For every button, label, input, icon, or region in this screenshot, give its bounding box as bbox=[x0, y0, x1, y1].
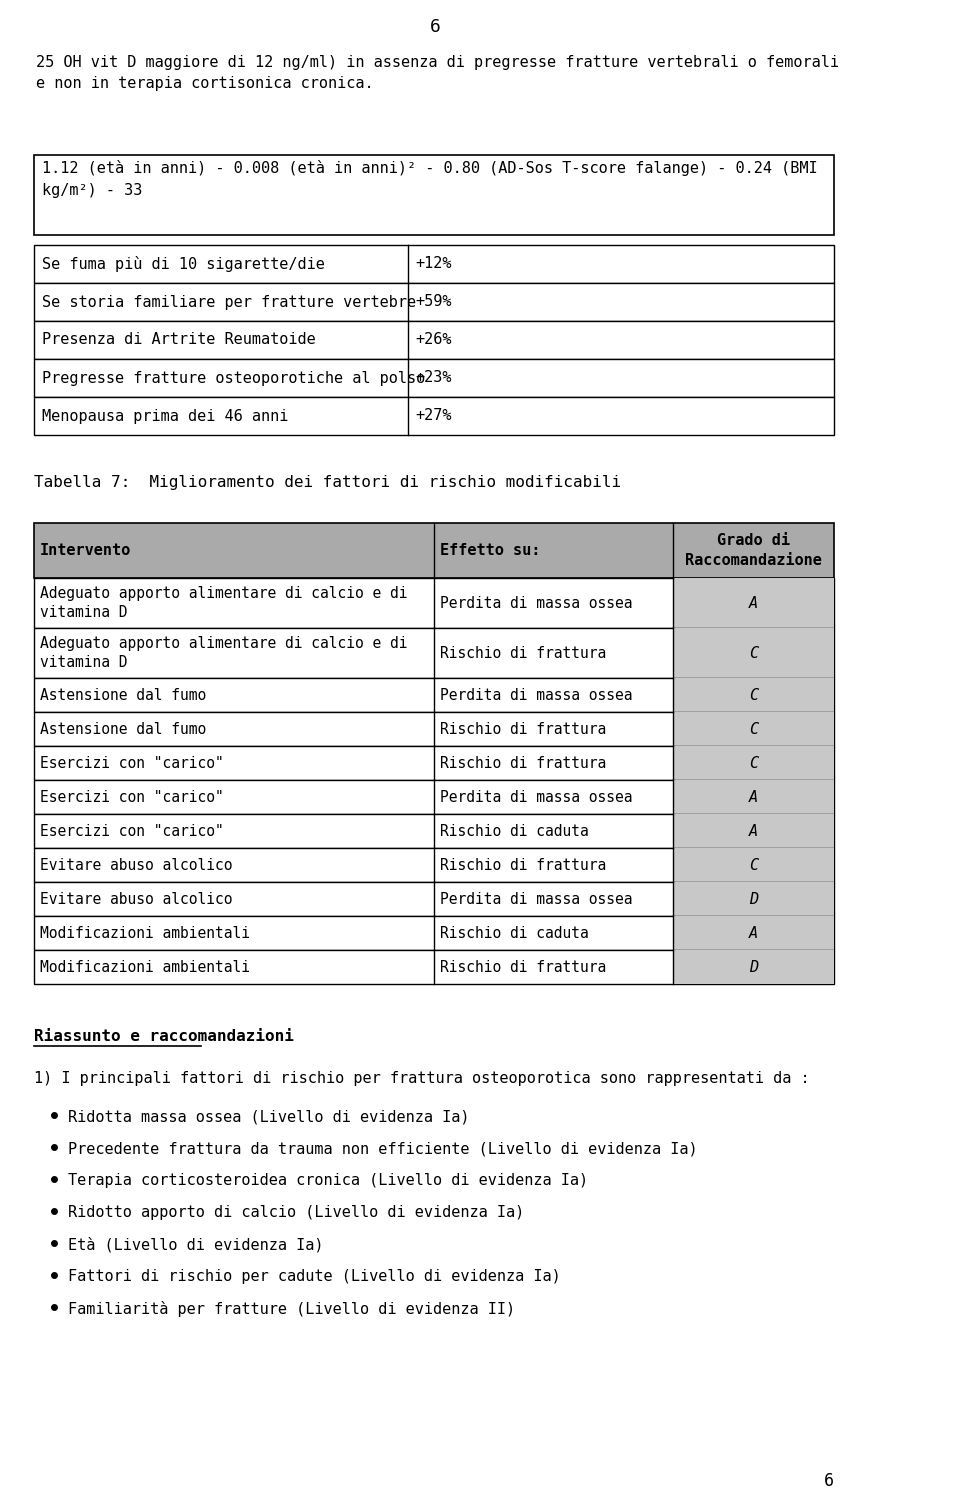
FancyBboxPatch shape bbox=[35, 523, 833, 579]
Text: Rischio di frattura: Rischio di frattura bbox=[440, 756, 606, 771]
FancyBboxPatch shape bbox=[673, 678, 833, 712]
Text: Rischio di frattura: Rischio di frattura bbox=[440, 959, 606, 975]
Text: D: D bbox=[749, 959, 758, 975]
Text: Esercizi con "carico": Esercizi con "carico" bbox=[40, 823, 224, 839]
Text: 6: 6 bbox=[824, 1472, 833, 1490]
FancyBboxPatch shape bbox=[35, 360, 833, 397]
FancyBboxPatch shape bbox=[35, 848, 833, 882]
FancyBboxPatch shape bbox=[35, 579, 833, 629]
Text: +59%: +59% bbox=[415, 295, 451, 310]
Text: Adeguato apporto alimentare di calcio e di
vitamina D: Adeguato apporto alimentare di calcio e … bbox=[40, 636, 407, 671]
Text: Perdita di massa ossea: Perdita di massa ossea bbox=[440, 790, 632, 804]
Text: +27%: +27% bbox=[415, 408, 451, 423]
Text: 25 OH vit D maggiore di 12 ng/ml) in assenza di pregresse fratture vertebrali o : 25 OH vit D maggiore di 12 ng/ml) in ass… bbox=[36, 54, 839, 91]
Text: A: A bbox=[749, 790, 758, 804]
FancyBboxPatch shape bbox=[673, 848, 833, 882]
FancyBboxPatch shape bbox=[35, 780, 833, 814]
FancyBboxPatch shape bbox=[673, 916, 833, 950]
Text: A: A bbox=[749, 595, 758, 610]
Text: Modificazioni ambientali: Modificazioni ambientali bbox=[40, 926, 250, 940]
Text: Astensione dal fumo: Astensione dal fumo bbox=[40, 688, 206, 703]
Text: C: C bbox=[749, 756, 758, 771]
Text: +23%: +23% bbox=[415, 370, 451, 385]
Text: C: C bbox=[749, 688, 758, 703]
Text: Familiarità per fratture (Livello di evidenza II): Familiarità per fratture (Livello di evi… bbox=[68, 1301, 516, 1318]
Text: Evitare abuso alcolico: Evitare abuso alcolico bbox=[40, 858, 232, 872]
Text: Modificazioni ambientali: Modificazioni ambientali bbox=[40, 959, 250, 975]
Text: C: C bbox=[749, 645, 758, 660]
Text: Terapia corticosteroidea cronica (Livello di evidenza Ia): Terapia corticosteroidea cronica (Livell… bbox=[68, 1173, 588, 1188]
Text: Menopausa prima dei 46 anni: Menopausa prima dei 46 anni bbox=[41, 408, 288, 423]
Text: Adeguato apporto alimentare di calcio e di
vitamina D: Adeguato apporto alimentare di calcio e … bbox=[40, 586, 407, 621]
Text: A: A bbox=[749, 823, 758, 839]
Text: Perdita di massa ossea: Perdita di massa ossea bbox=[440, 595, 632, 610]
Text: Rischio di frattura: Rischio di frattura bbox=[440, 645, 606, 660]
FancyBboxPatch shape bbox=[673, 950, 833, 984]
Text: Astensione dal fumo: Astensione dal fumo bbox=[40, 721, 206, 736]
Text: +26%: +26% bbox=[415, 332, 451, 348]
Text: +12%: +12% bbox=[415, 257, 451, 272]
Text: Evitare abuso alcolico: Evitare abuso alcolico bbox=[40, 891, 232, 907]
Text: Intervento: Intervento bbox=[40, 542, 132, 558]
Text: D: D bbox=[749, 891, 758, 907]
Text: Precedente frattura da trauma non efficiente (Livello di evidenza Ia): Precedente frattura da trauma non effici… bbox=[68, 1141, 698, 1156]
Text: Rischio di frattura: Rischio di frattura bbox=[440, 721, 606, 736]
FancyBboxPatch shape bbox=[35, 320, 833, 360]
Text: Effetto su:: Effetto su: bbox=[440, 542, 540, 558]
Text: 6: 6 bbox=[429, 18, 441, 36]
FancyBboxPatch shape bbox=[673, 746, 833, 780]
FancyBboxPatch shape bbox=[35, 397, 833, 435]
FancyBboxPatch shape bbox=[35, 629, 833, 678]
FancyBboxPatch shape bbox=[35, 916, 833, 950]
Text: Ridotto apporto di calcio (Livello di evidenza Ia): Ridotto apporto di calcio (Livello di ev… bbox=[68, 1204, 524, 1219]
FancyBboxPatch shape bbox=[673, 882, 833, 916]
FancyBboxPatch shape bbox=[35, 283, 833, 320]
FancyBboxPatch shape bbox=[35, 950, 833, 984]
FancyBboxPatch shape bbox=[673, 814, 833, 848]
FancyBboxPatch shape bbox=[35, 245, 833, 283]
FancyBboxPatch shape bbox=[673, 629, 833, 678]
FancyBboxPatch shape bbox=[673, 712, 833, 746]
Text: C: C bbox=[749, 858, 758, 872]
Text: Perdita di massa ossea: Perdita di massa ossea bbox=[440, 891, 632, 907]
Text: Riassunto e raccomandazioni: Riassunto e raccomandazioni bbox=[35, 1029, 295, 1044]
Text: 1.12 (età in anni) - 0.008 (età in anni)² - 0.80 (AD-Sos T-score falange) - 0.24: 1.12 (età in anni) - 0.008 (età in anni)… bbox=[41, 160, 817, 198]
Text: Pregresse fratture osteoporotiche al polso: Pregresse fratture osteoporotiche al pol… bbox=[41, 370, 425, 385]
FancyBboxPatch shape bbox=[673, 780, 833, 814]
Text: Fattori di rischio per cadute (Livello di evidenza Ia): Fattori di rischio per cadute (Livello d… bbox=[68, 1269, 561, 1284]
Text: Esercizi con "carico": Esercizi con "carico" bbox=[40, 790, 224, 804]
FancyBboxPatch shape bbox=[35, 814, 833, 848]
Text: Perdita di massa ossea: Perdita di massa ossea bbox=[440, 688, 632, 703]
Text: C: C bbox=[749, 721, 758, 736]
Text: Esercizi con "carico": Esercizi con "carico" bbox=[40, 756, 224, 771]
FancyBboxPatch shape bbox=[35, 678, 833, 712]
Text: Rischio di caduta: Rischio di caduta bbox=[440, 926, 588, 940]
Text: Ridotta massa ossea (Livello di evidenza Ia): Ridotta massa ossea (Livello di evidenza… bbox=[68, 1109, 469, 1124]
Text: Rischio di frattura: Rischio di frattura bbox=[440, 858, 606, 872]
FancyBboxPatch shape bbox=[35, 712, 833, 746]
FancyBboxPatch shape bbox=[35, 156, 833, 236]
Text: Presenza di Artrite Reumatoide: Presenza di Artrite Reumatoide bbox=[41, 332, 316, 348]
Text: Età (Livello di evidenza Ia): Età (Livello di evidenza Ia) bbox=[68, 1238, 324, 1253]
Text: Grado di
Raccomandazione: Grado di Raccomandazione bbox=[685, 533, 822, 568]
FancyBboxPatch shape bbox=[35, 882, 833, 916]
FancyBboxPatch shape bbox=[673, 579, 833, 629]
Text: Rischio di caduta: Rischio di caduta bbox=[440, 823, 588, 839]
Text: A: A bbox=[749, 926, 758, 940]
Text: Tabella 7:  Miglioramento dei fattori di rischio modificabili: Tabella 7: Miglioramento dei fattori di … bbox=[35, 474, 621, 490]
Text: Se fuma più di 10 sigarette/die: Se fuma più di 10 sigarette/die bbox=[41, 255, 324, 272]
Text: 1) I principali fattori di rischio per frattura osteoporotica sono rappresentati: 1) I principali fattori di rischio per f… bbox=[35, 1071, 810, 1086]
FancyBboxPatch shape bbox=[35, 746, 833, 780]
Text: Se storia familiare per fratture vertebre: Se storia familiare per fratture vertebr… bbox=[41, 295, 416, 310]
